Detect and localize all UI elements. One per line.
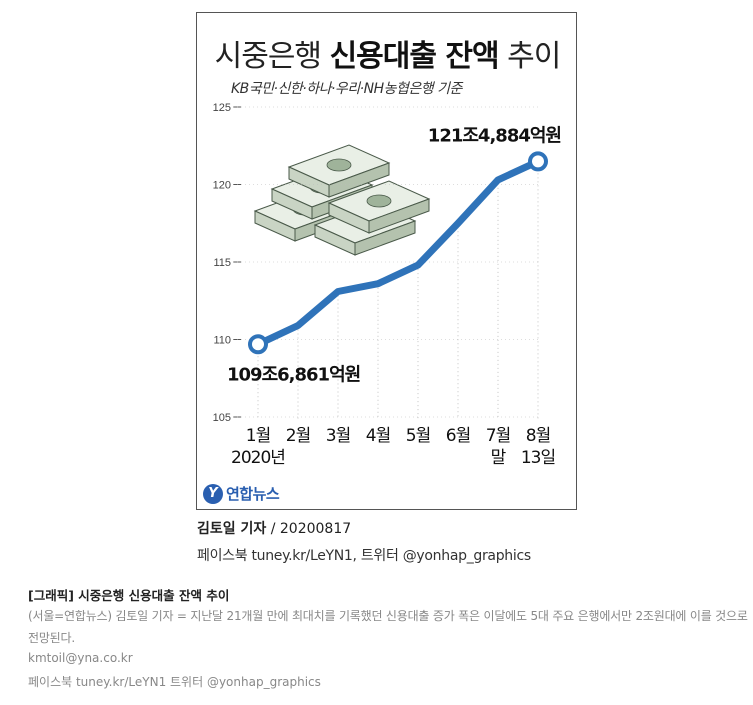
x-tick-label: 2020년 bbox=[231, 448, 285, 468]
x-tick-label: 3월 bbox=[326, 426, 350, 446]
x-tick-label: 4월 bbox=[366, 426, 390, 446]
data-point-marker bbox=[528, 151, 548, 172]
x-tick-label: 5월 bbox=[406, 426, 430, 446]
money-stack-icon bbox=[253, 144, 431, 256]
series-line bbox=[254, 157, 542, 348]
data-label: 121조4,884억원 bbox=[428, 125, 561, 146]
y-tick-label: 115 bbox=[213, 257, 231, 269]
caption-social: 페이스북 tuney.kr/LeYN1 트위터 @yonhap_graphics bbox=[28, 675, 321, 689]
caption-email[interactable]: kmtoil@yna.co.kr bbox=[28, 651, 133, 665]
x-tick-label: 6월 bbox=[446, 426, 470, 446]
chart-title: 시중은행 신용대출 잔액 추이 bbox=[197, 31, 578, 75]
publish-date: / 20200817 bbox=[266, 521, 352, 537]
y-tick-label: 105 bbox=[213, 412, 231, 424]
title-bold: 신용대출 잔액 bbox=[329, 39, 500, 74]
reporter-name: 김토일 기자 bbox=[197, 521, 267, 537]
caption-title: [그래픽] 시중은행 신용대출 잔액 추이 bbox=[28, 588, 230, 603]
title-suffix: 추이 bbox=[498, 39, 561, 74]
x-tick-label: 7월 bbox=[486, 426, 510, 446]
yonhap-logo-icon: Y bbox=[203, 483, 223, 504]
byline: 김토일 기자 / 20200817 bbox=[197, 518, 351, 538]
y-tick-label: 120 bbox=[213, 180, 231, 192]
social-links: 페이스북 tuney.kr/LeYN1, 트위터 @yonhap_graphic… bbox=[197, 548, 531, 564]
data-point-marker bbox=[248, 334, 268, 355]
x-tick-label: 2월 bbox=[286, 426, 310, 446]
x-tick-label: 13일 bbox=[521, 448, 555, 468]
x-tick-label: 말 bbox=[491, 448, 507, 468]
title-regular: 시중은행 bbox=[214, 39, 330, 74]
infographic: 시중은행 신용대출 잔액 추이 KB국민·신한·하나·우리·NH농협은행 기준 bbox=[196, 12, 577, 510]
x-tick-label: 1월 bbox=[246, 426, 270, 446]
y-tick-label: 110 bbox=[213, 335, 231, 347]
y-tick-label: 125 bbox=[213, 102, 231, 114]
chart-subtitle: KB국민·신한·하나·우리·NH농협은행 기준 bbox=[231, 81, 462, 97]
x-tick-label: 8월 bbox=[526, 426, 550, 446]
caption-body: (서울=연합뉴스) 김토일 기자 = 지난달 21개월 만에 최대치를 기록했던… bbox=[28, 609, 748, 645]
logo-text: 연합뉴스 bbox=[226, 485, 280, 503]
data-label: 109조6,861억원 bbox=[227, 364, 360, 385]
yonhap-logo: Y 연합뉴스 bbox=[203, 483, 280, 504]
